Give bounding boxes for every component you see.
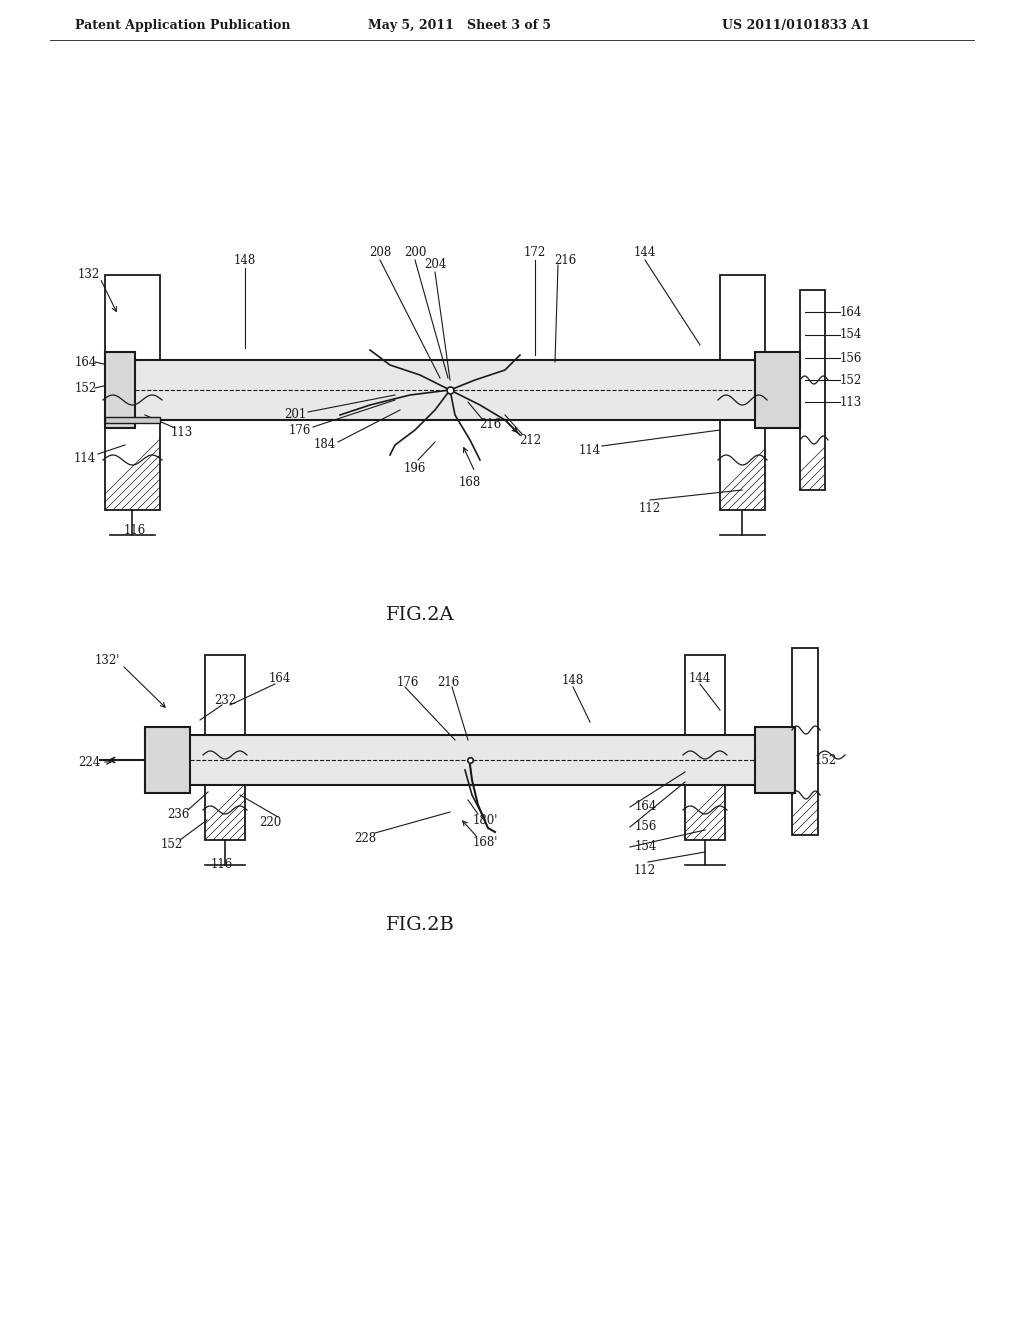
Bar — [720, 275, 765, 510]
Text: 152: 152 — [840, 374, 862, 387]
Text: 156: 156 — [635, 821, 657, 833]
Text: 184: 184 — [314, 438, 336, 451]
Text: 164: 164 — [75, 355, 97, 368]
Text: 208: 208 — [369, 246, 391, 259]
Bar — [755, 352, 800, 428]
Text: 168: 168 — [459, 475, 481, 488]
Text: 116: 116 — [211, 858, 233, 871]
Text: 172: 172 — [524, 246, 546, 259]
Text: May 5, 2011   Sheet 3 of 5: May 5, 2011 Sheet 3 of 5 — [369, 18, 552, 32]
Bar — [755, 727, 795, 793]
Text: 216: 216 — [437, 676, 459, 689]
Bar — [205, 655, 245, 840]
Text: 168': 168' — [472, 836, 498, 849]
Text: 224: 224 — [78, 755, 100, 768]
Text: 152: 152 — [815, 754, 838, 767]
Text: 113: 113 — [840, 396, 862, 408]
Text: 216: 216 — [554, 253, 577, 267]
Text: 113: 113 — [171, 425, 194, 438]
Text: 176: 176 — [289, 424, 311, 437]
Text: 200: 200 — [403, 246, 426, 259]
Bar — [792, 648, 818, 836]
Text: 228: 228 — [354, 832, 376, 845]
Text: 116: 116 — [124, 524, 146, 536]
Text: 148: 148 — [562, 673, 584, 686]
Text: 152: 152 — [75, 381, 97, 395]
Text: 132': 132' — [94, 653, 120, 667]
Text: FIG.2A: FIG.2A — [386, 606, 455, 624]
Text: 154: 154 — [635, 841, 657, 854]
Text: 216: 216 — [479, 418, 501, 432]
Text: 164: 164 — [840, 305, 862, 318]
Text: 196: 196 — [403, 462, 426, 474]
Text: 236: 236 — [167, 808, 189, 821]
Text: 144: 144 — [634, 246, 656, 259]
Bar — [130, 360, 760, 420]
Bar — [145, 727, 190, 793]
Text: 152: 152 — [161, 838, 183, 851]
Text: 220: 220 — [259, 816, 282, 829]
Text: 114: 114 — [74, 451, 96, 465]
Text: 156: 156 — [840, 351, 862, 364]
Bar — [685, 655, 725, 840]
Text: 204: 204 — [424, 259, 446, 272]
Bar — [105, 417, 160, 422]
Text: 154: 154 — [840, 329, 862, 342]
Text: US 2011/0101833 A1: US 2011/0101833 A1 — [722, 18, 870, 32]
Text: 112: 112 — [639, 502, 662, 515]
Text: 132: 132 — [78, 268, 100, 281]
Text: 201: 201 — [284, 408, 306, 421]
Text: 148: 148 — [233, 253, 256, 267]
Text: 212: 212 — [519, 433, 541, 446]
Bar — [105, 275, 160, 510]
Bar — [185, 735, 760, 785]
Text: 164: 164 — [269, 672, 291, 685]
Text: 114: 114 — [579, 444, 601, 457]
Text: 232: 232 — [214, 693, 237, 706]
Text: 164: 164 — [635, 800, 657, 813]
Text: 176: 176 — [397, 676, 419, 689]
Text: FIG.2B: FIG.2B — [386, 916, 455, 935]
Bar — [800, 290, 825, 490]
Bar — [105, 352, 135, 428]
Text: 112: 112 — [634, 863, 656, 876]
Text: Patent Application Publication: Patent Application Publication — [75, 18, 291, 32]
Text: 180': 180' — [472, 813, 498, 826]
Text: 144: 144 — [689, 672, 712, 685]
